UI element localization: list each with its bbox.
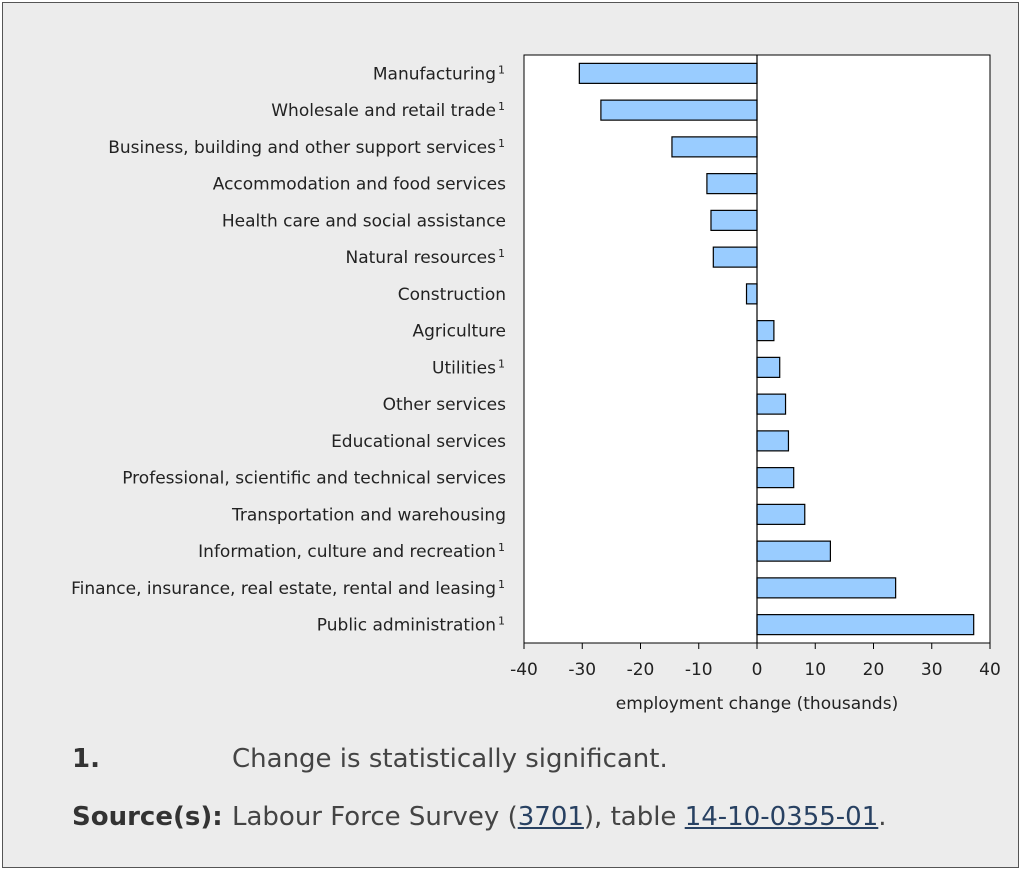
category-label: Health care and social assistance <box>222 211 506 231</box>
footnote-mark: 1 <box>498 615 505 628</box>
table-number-link[interactable]: 14-10-0355-01 <box>684 802 879 832</box>
bar-4 <box>706 173 758 195</box>
bar-2 <box>600 99 758 121</box>
bar-1 <box>578 62 758 84</box>
bar-3 <box>671 136 758 158</box>
source-text-before: Labour Force Survey ( <box>232 802 518 832</box>
bar-13 <box>756 503 806 525</box>
category-label: Construction <box>398 285 506 305</box>
x-tick-label: 10 <box>804 660 826 680</box>
bar-16 <box>756 614 975 636</box>
x-tick-label: 20 <box>863 660 885 680</box>
footnote-mark: 1 <box>498 541 505 554</box>
category-label: Transportation and warehousing <box>231 505 506 525</box>
category-label: Finance, insurance, real estate, rental … <box>71 579 496 599</box>
bar-11 <box>756 430 790 452</box>
bar-9 <box>756 356 781 378</box>
bar-12 <box>756 467 795 489</box>
category-label: Agriculture <box>413 322 507 342</box>
footnote-1-key: 1. <box>72 744 100 774</box>
category-label: Utilities <box>432 358 496 378</box>
category-label: Accommodation and food services <box>213 175 506 195</box>
footnote-mark: 1 <box>498 137 505 150</box>
bar-10 <box>756 393 787 415</box>
source-text-after: . <box>878 802 887 832</box>
x-tick-label: 40 <box>979 660 1001 680</box>
source-text-mid: ), table <box>583 802 685 832</box>
x-tick-label: -40 <box>510 660 538 680</box>
footnote-mark: 1 <box>498 247 505 260</box>
bar-5 <box>710 209 758 231</box>
source-text: Labour Force Survey (3701), table 14-10-… <box>232 802 887 832</box>
x-tick-label: -30 <box>568 660 596 680</box>
bar-6 <box>712 246 758 268</box>
bar-14 <box>756 540 831 562</box>
x-tick-label: -10 <box>685 660 713 680</box>
survey-number-link[interactable]: 3701 <box>517 802 584 832</box>
x-tick-label: 0 <box>752 660 763 680</box>
x-tick-label: -20 <box>627 660 655 680</box>
category-label: Business, building and other support ser… <box>108 138 496 158</box>
category-label: Natural resources <box>346 248 497 268</box>
category-label: Manufacturing <box>373 64 496 84</box>
category-label: Professional, scientific and technical s… <box>122 469 506 489</box>
category-label: Public administration <box>317 616 496 636</box>
bar-7 <box>745 283 758 305</box>
footnote-mark: 1 <box>498 100 505 113</box>
x-axis-title: employment change (thousands) <box>616 694 898 714</box>
footnote-1-text: Change is statistically significant. <box>232 744 668 774</box>
source-key: Source(s): <box>72 802 223 832</box>
x-tick-label: 30 <box>921 660 943 680</box>
footnote-mark: 1 <box>498 357 505 370</box>
footnote-mark: 1 <box>498 578 505 591</box>
category-label: Educational services <box>331 432 506 452</box>
category-label: Information, culture and recreation <box>198 542 496 562</box>
bar-15 <box>756 577 897 599</box>
bar-8 <box>756 320 775 342</box>
category-label: Wholesale and retail trade <box>271 101 496 121</box>
category-label: Other services <box>383 395 507 415</box>
footnote-mark: 1 <box>498 63 505 76</box>
